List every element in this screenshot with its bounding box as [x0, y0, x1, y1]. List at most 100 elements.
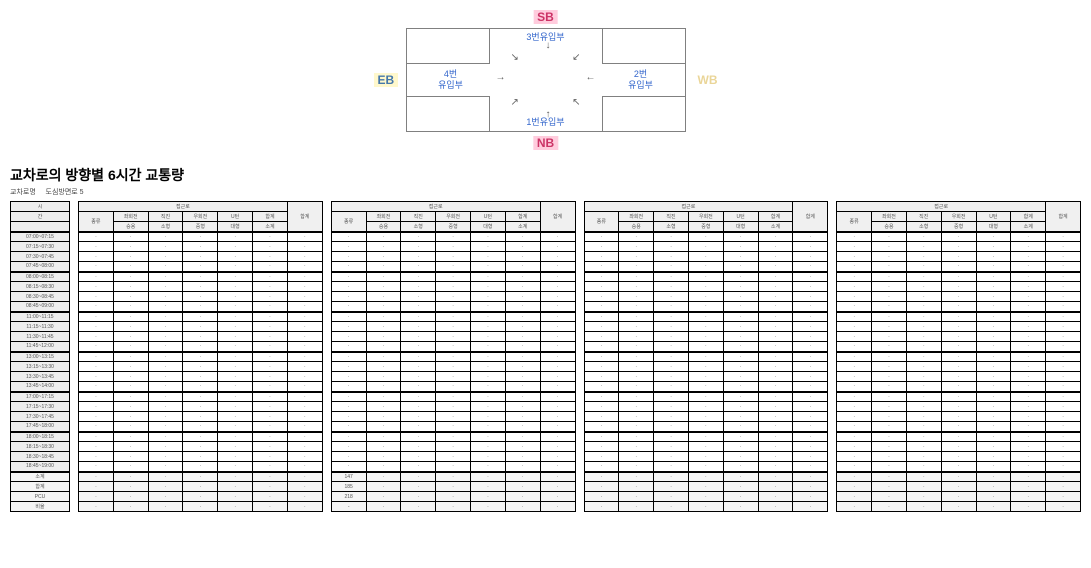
- data-cell: ·: [723, 372, 758, 382]
- data-cell: ·: [837, 282, 872, 292]
- time-cell: 18:15~18:30: [11, 442, 70, 452]
- data-cell: ·: [253, 462, 288, 472]
- data-cell: ·: [1011, 272, 1046, 282]
- data-cell: ·: [79, 362, 114, 372]
- data-cell: ·: [906, 272, 941, 282]
- summary-cell: ·: [758, 492, 793, 502]
- data-cell: ·: [723, 282, 758, 292]
- data-cell: ·: [584, 262, 619, 272]
- data-cell: ·: [79, 292, 114, 302]
- data-cell: ·: [287, 382, 322, 392]
- data-cell: ·: [218, 322, 253, 332]
- time-cell: 18:45~19:00: [11, 462, 70, 472]
- data-cell: ·: [331, 232, 366, 242]
- data-cell: ·: [183, 362, 218, 372]
- data-cell: ·: [872, 252, 907, 262]
- data-cell: ·: [253, 252, 288, 262]
- data-cell: ·: [1046, 392, 1081, 402]
- data-cell: ·: [941, 312, 976, 322]
- data-cell: ·: [218, 412, 253, 422]
- movement-header: 직진: [654, 212, 689, 222]
- data-cell: ·: [540, 312, 575, 322]
- data-cell: ·: [183, 252, 218, 262]
- data-cell: ·: [758, 452, 793, 462]
- summary-cell: ·: [723, 482, 758, 492]
- data-cell: ·: [113, 332, 148, 342]
- data-cell: ·: [113, 302, 148, 312]
- data-cell: ·: [941, 372, 976, 382]
- diagram-corner-bottom-left: [406, 96, 490, 132]
- data-cell: ·: [619, 422, 654, 432]
- summary-cell: -: [331, 502, 366, 512]
- vehicle-subtype-header: 승용: [366, 222, 401, 232]
- data-cell: ·: [584, 322, 619, 332]
- approach-left-line1: 4번: [444, 69, 457, 79]
- data-cell: ·: [723, 302, 758, 312]
- intersection-diagram: SB NB EB WB 3번유입부 1번유입부 4번 유입부 2번 유입부 ↓ …: [356, 10, 736, 150]
- data-cell: ·: [906, 462, 941, 472]
- data-cell: ·: [401, 352, 436, 362]
- data-cell: ·: [113, 272, 148, 282]
- data-cell: ·: [183, 412, 218, 422]
- data-cell: ·: [688, 322, 723, 332]
- data-cell: ·: [505, 302, 540, 312]
- data-cell: ·: [287, 352, 322, 362]
- data-cell: ·: [758, 292, 793, 302]
- data-cell: ·: [941, 322, 976, 332]
- summary-cell: ·: [793, 492, 828, 502]
- summary-cell: ·: [793, 482, 828, 492]
- data-cell: ·: [436, 292, 471, 302]
- data-cell: ·: [331, 402, 366, 412]
- data-cell: ·: [113, 452, 148, 462]
- data-cell: ·: [1046, 432, 1081, 442]
- data-cell: ·: [723, 352, 758, 362]
- data-cell: ·: [253, 352, 288, 362]
- data-cell: ·: [183, 462, 218, 472]
- data-cell: ·: [1046, 352, 1081, 362]
- data-cell: ·: [941, 442, 976, 452]
- data-cell: ·: [218, 302, 253, 312]
- data-cell: ·: [183, 322, 218, 332]
- data-cell: ·: [505, 242, 540, 252]
- data-cell: ·: [401, 392, 436, 402]
- data-cell: ·: [183, 272, 218, 282]
- vehicle-subtype-header: 소계: [253, 222, 288, 232]
- movement-header: U턴: [218, 212, 253, 222]
- data-cell: ·: [976, 442, 1011, 452]
- summary-cell: ·: [1046, 472, 1081, 482]
- summary-cell: ·: [723, 472, 758, 482]
- data-cell: ·: [471, 232, 506, 242]
- data-cell: ·: [471, 342, 506, 352]
- movement-header: 우회전: [436, 212, 471, 222]
- data-cell: ·: [540, 372, 575, 382]
- data-cell: ·: [113, 402, 148, 412]
- data-cell: ·: [976, 412, 1011, 422]
- data-cell: ·: [401, 422, 436, 432]
- data-cell: ·: [837, 462, 872, 472]
- vehicle-subtype-header: 대형: [471, 222, 506, 232]
- data-cell: ·: [366, 272, 401, 282]
- vehicle-subtype-header: 소형: [654, 222, 689, 232]
- data-cell: ·: [619, 322, 654, 332]
- data-cell: ·: [584, 402, 619, 412]
- data-cell: ·: [331, 352, 366, 362]
- data-cell: ·: [471, 442, 506, 452]
- data-cell: ·: [113, 322, 148, 332]
- total-header: 합계: [287, 202, 322, 232]
- data-cell: ·: [148, 382, 183, 392]
- data-cell: ·: [584, 412, 619, 422]
- data-cell: ·: [654, 442, 689, 452]
- data-cell: ·: [1046, 412, 1081, 422]
- data-cell: ·: [906, 322, 941, 332]
- arrow-icon: →: [496, 72, 506, 83]
- data-cell: ·: [540, 282, 575, 292]
- data-cell: ·: [1011, 322, 1046, 332]
- data-cell: ·: [619, 262, 654, 272]
- data-cell: ·: [758, 422, 793, 432]
- vehicle-subtype-header: 소계: [758, 222, 793, 232]
- data-cell: ·: [654, 272, 689, 282]
- data-cell: ·: [148, 342, 183, 352]
- data-cell: ·: [793, 422, 828, 432]
- data-cell: ·: [758, 302, 793, 312]
- data-cell: ·: [540, 422, 575, 432]
